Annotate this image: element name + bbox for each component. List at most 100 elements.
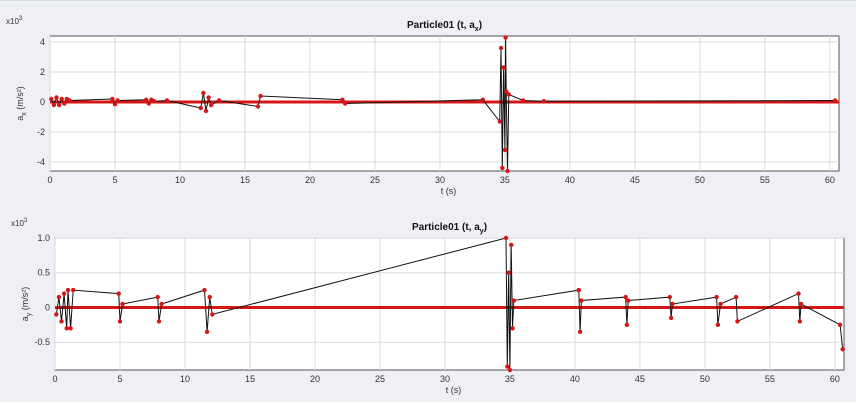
data-point [208, 102, 214, 108]
data-point [735, 319, 740, 324]
data-point [206, 95, 211, 100]
data-point [510, 326, 515, 331]
subplot-1: 0 5 10 15 20 25 30 35 40 45 50 55 60 -4 -2 0 2 4 Particle0… [6, 16, 840, 196]
x-tick-label: 50 [700, 374, 710, 384]
data-point [340, 97, 345, 102]
data-point [62, 101, 67, 106]
x-tick-label: 35 [500, 175, 510, 185]
data-point [204, 329, 210, 334]
data-point [507, 367, 513, 373]
data-point [61, 291, 67, 296]
data-point [840, 346, 845, 352]
data-point [837, 322, 843, 328]
x-tick-label: 0 [52, 374, 57, 384]
x-tick-label: 50 [695, 175, 705, 185]
data-point [49, 96, 54, 102]
data-point [577, 329, 583, 334]
y-tick-label: 0 [40, 97, 45, 107]
data-point [509, 242, 514, 248]
data-point [67, 98, 72, 103]
data-point [54, 95, 59, 100]
data-point [497, 119, 502, 124]
data-point [143, 97, 149, 102]
data-point [65, 287, 71, 293]
x-tick-label: 15 [245, 374, 255, 384]
data-point [198, 105, 203, 111]
x-tick-label: 0 [47, 175, 52, 185]
data-point [54, 312, 59, 317]
plot-area [54, 237, 845, 371]
data-point [504, 89, 509, 94]
x-tick-label: 5 [112, 175, 117, 185]
x-tick-label: 25 [370, 175, 380, 185]
x-tick-label: 10 [175, 175, 185, 185]
data-point [623, 294, 628, 300]
data-point [506, 92, 512, 97]
data-point [797, 319, 803, 324]
x-tick-label: 30 [435, 175, 445, 185]
data-point [506, 270, 511, 275]
x-tick-label: 20 [310, 374, 320, 384]
data-point [667, 294, 673, 300]
x-tick-label: 55 [765, 374, 775, 384]
data-point [714, 294, 719, 300]
y-tick-label: 4 [40, 37, 45, 47]
y-exponent-label: x103 [11, 218, 28, 228]
data-point [796, 291, 801, 296]
y-tick-label: 0 [45, 302, 50, 312]
data-point [505, 168, 510, 174]
x-tick-label: 60 [830, 374, 840, 384]
x-tick-label: 25 [375, 374, 385, 384]
data-point [670, 301, 675, 307]
data-point [202, 287, 207, 293]
x-tick-label: 30 [440, 374, 450, 384]
data-point [342, 101, 348, 106]
data-point [112, 102, 118, 107]
x-tick-label: 55 [760, 175, 770, 185]
y-axis-label: ax (m/s²) [15, 86, 28, 121]
plot-title: Particle01 (t, ax) [407, 20, 482, 33]
data-point [501, 65, 506, 70]
data-point [626, 298, 631, 303]
x-tick-label: 60 [825, 175, 835, 185]
data-point [151, 99, 157, 104]
data-point [201, 90, 206, 96]
data-point [718, 301, 723, 307]
data-point [210, 312, 215, 317]
y-tick-label: -0.5 [34, 337, 50, 347]
data-point [798, 301, 804, 307]
data-point [511, 298, 517, 303]
data-point [68, 326, 73, 331]
data-point [146, 101, 151, 106]
y-axis-label: ay (m/s²) [20, 287, 33, 322]
data-point [56, 294, 62, 300]
data-point [56, 102, 62, 108]
x-axis-label: t (s) [441, 186, 457, 196]
data-point [216, 98, 222, 103]
data-point [502, 147, 508, 153]
data-point [579, 298, 584, 303]
x-tick-label: 40 [565, 175, 575, 185]
x-tick-label: 5 [117, 374, 122, 384]
data-point [207, 294, 212, 300]
y-tick-label: 1.0 [37, 233, 50, 243]
y-exponent-label: x103 [6, 16, 23, 26]
data-point [505, 364, 510, 369]
data-point [110, 96, 115, 102]
data-point [668, 315, 674, 321]
x-tick-label: 15 [240, 175, 250, 185]
data-point [624, 322, 630, 328]
data-point [51, 102, 57, 108]
data-point [156, 319, 162, 324]
data-point [715, 322, 721, 328]
data-point [733, 294, 739, 300]
data-point [255, 104, 261, 109]
data-point [164, 98, 170, 103]
y-tick-label: -4 [37, 157, 45, 167]
x-tick-label: 45 [630, 175, 640, 185]
subplot-2: 0 5 10 15 20 25 30 35 40 45 50 55 60 -0.5 0 0.5 1.0 Parti… [11, 218, 845, 395]
x-tick-label: 40 [570, 374, 580, 384]
data-point [117, 319, 123, 324]
